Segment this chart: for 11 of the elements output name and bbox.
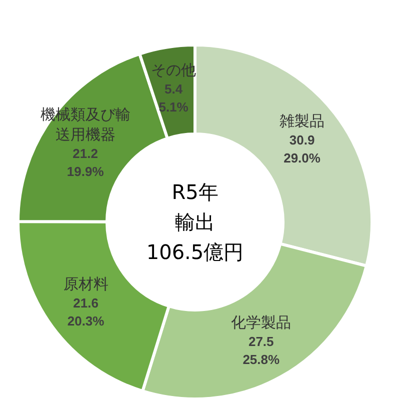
slice-label: 原材料 xyxy=(63,275,108,294)
data-label: 5.4 5.1% xyxy=(158,82,189,115)
text: 106.5億円 xyxy=(146,240,244,264)
slice-label: 化学製品 xyxy=(231,313,292,332)
data-label: 30.9 29.0% xyxy=(284,132,321,166)
data-label: 21.2 19.9% xyxy=(66,146,104,179)
data-label: 27.5 25.8% xyxy=(242,334,280,367)
slice-label: 雑製品 xyxy=(280,112,325,130)
data-label: 21.6 20.3% xyxy=(67,296,105,329)
slice-label: 機械類及び輸送用機器 xyxy=(40,105,130,144)
text: R5年輸出 xyxy=(172,180,218,234)
